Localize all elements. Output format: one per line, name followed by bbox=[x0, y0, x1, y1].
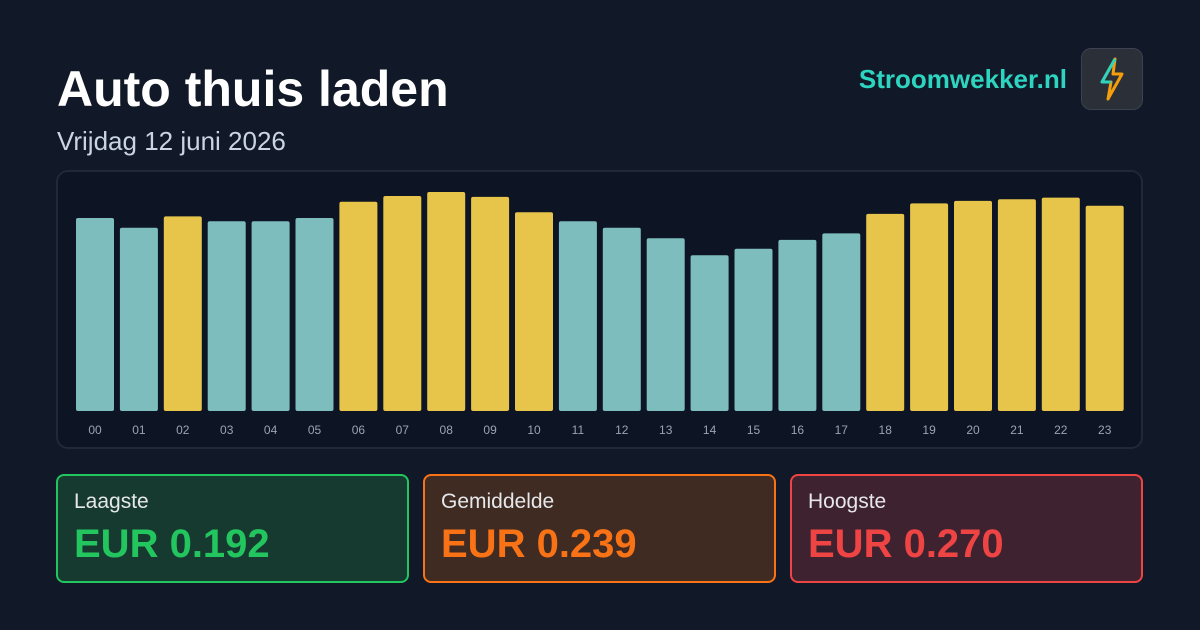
bar bbox=[427, 192, 466, 411]
bar bbox=[76, 217, 114, 411]
brand: Stroomwekker.nl bbox=[858, 64, 1067, 94]
x-tick-label: 04 bbox=[264, 423, 278, 437]
x-tick-label: 03 bbox=[220, 423, 234, 437]
stat-value: EUR 0.192 bbox=[74, 522, 270, 566]
x-tick-label: 18 bbox=[879, 423, 893, 437]
brand-icon bbox=[1081, 48, 1143, 110]
stat-value: EUR 0.239 bbox=[441, 522, 637, 566]
x-tick-label: 05 bbox=[308, 423, 322, 437]
stat-card: Gemiddelde EUR 0.239 bbox=[423, 474, 776, 583]
stat-card: Laagste EUR 0.192 bbox=[56, 474, 409, 583]
x-tick-label: 11 bbox=[572, 423, 585, 437]
x-tick-label: 22 bbox=[1054, 423, 1068, 437]
bar bbox=[778, 239, 817, 411]
title: Auto thuis laden bbox=[57, 61, 449, 117]
x-tick-label: 00 bbox=[88, 423, 102, 437]
bar bbox=[207, 221, 246, 411]
x-tick-label: 23 bbox=[1098, 423, 1112, 437]
bar bbox=[954, 200, 992, 411]
bar bbox=[515, 212, 553, 411]
bar bbox=[646, 238, 685, 411]
stat-label: Gemiddelde bbox=[441, 490, 555, 513]
bar bbox=[997, 199, 1036, 411]
bar bbox=[163, 216, 202, 411]
x-tick-label: 16 bbox=[791, 423, 805, 437]
bar bbox=[251, 221, 290, 411]
bar bbox=[339, 201, 378, 411]
bar bbox=[295, 217, 334, 411]
x-tick-label: 01 bbox=[132, 423, 146, 437]
bar bbox=[558, 221, 597, 411]
stat-label: Laagste bbox=[74, 490, 149, 513]
bar bbox=[1085, 205, 1124, 411]
stat-card: Hoogste EUR 0.270 bbox=[790, 474, 1143, 583]
x-tick-label: 07 bbox=[396, 423, 410, 437]
bar bbox=[383, 196, 422, 411]
x-tick-label: 13 bbox=[659, 423, 673, 437]
x-tick-label: 14 bbox=[703, 423, 717, 437]
bar bbox=[602, 227, 641, 411]
x-tick-label: 17 bbox=[835, 423, 849, 437]
x-tick-label: 02 bbox=[176, 423, 190, 437]
bar bbox=[1041, 197, 1080, 411]
bar bbox=[866, 213, 905, 411]
stat-label: Hoogste bbox=[808, 490, 887, 513]
bar bbox=[910, 203, 949, 411]
x-tick-label: 10 bbox=[527, 423, 541, 437]
x-tick-label: 20 bbox=[966, 423, 980, 437]
x-tick-label: 19 bbox=[922, 423, 936, 437]
x-tick-label: 15 bbox=[747, 423, 761, 437]
stat-value: EUR 0.270 bbox=[808, 522, 1004, 566]
x-tick-label: 12 bbox=[615, 423, 629, 437]
subtitle: Vrijdag 12 juni 2026 bbox=[57, 126, 286, 156]
bar bbox=[734, 248, 773, 411]
x-tick-label: 08 bbox=[440, 423, 454, 437]
x-tick-label: 06 bbox=[352, 423, 366, 437]
bar bbox=[471, 196, 510, 411]
bar bbox=[822, 233, 861, 411]
x-tick-label: 09 bbox=[483, 423, 497, 437]
bar bbox=[119, 227, 158, 411]
lightning-icon bbox=[1100, 57, 1124, 101]
x-tick-label: 21 bbox=[1010, 423, 1024, 437]
bar bbox=[690, 255, 729, 411]
